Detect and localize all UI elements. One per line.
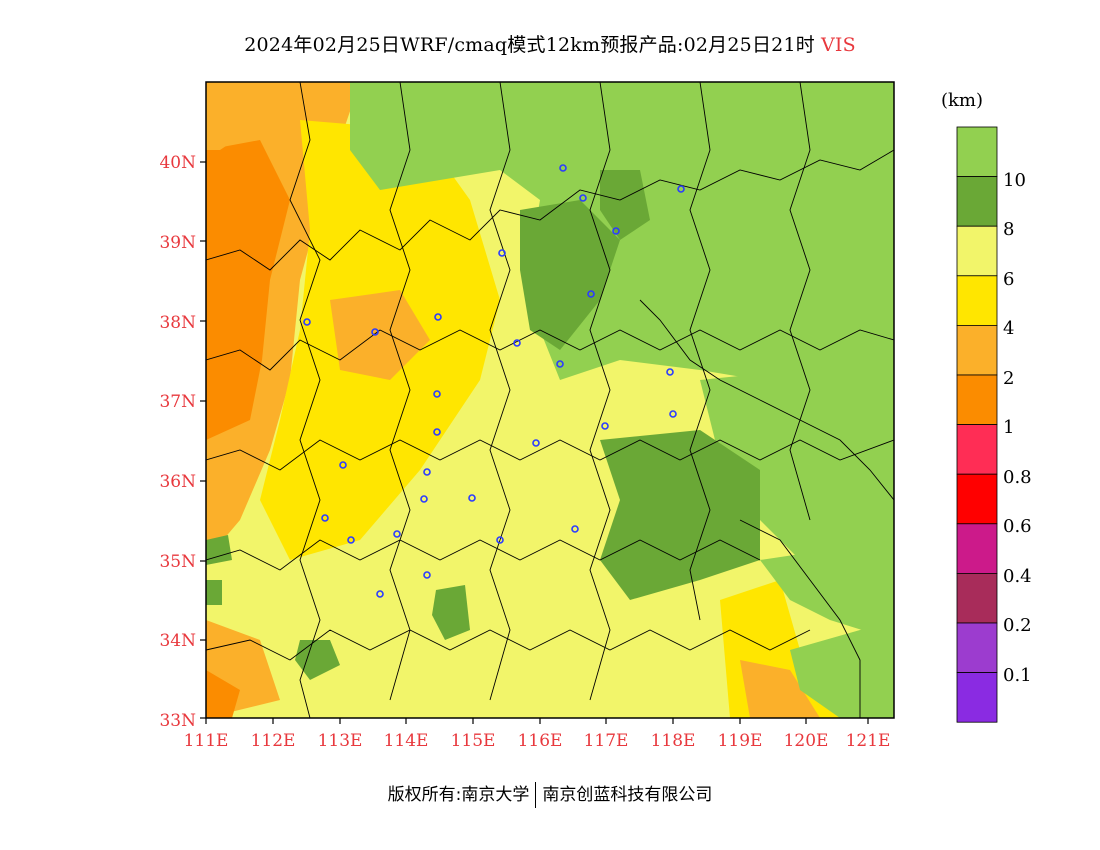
field-west-deep-orange: [206, 140, 290, 440]
lon-label: 113E: [318, 731, 363, 751]
field-nw-orange: [206, 96, 250, 150]
legend-swatch: [956, 225, 998, 277]
legend-unit: (km): [941, 90, 984, 111]
lat-label: 36N: [159, 472, 196, 492]
legend-swatch: [956, 473, 998, 525]
lon-label: 116E: [518, 731, 563, 751]
footer-left: 版权所有:南京大学: [387, 785, 530, 805]
footer-separator: [535, 782, 537, 808]
legend-swatch: [956, 275, 998, 326]
field-se-green: [790, 620, 894, 718]
legend-swatch: [956, 622, 998, 673]
lat-label: 35N: [159, 552, 196, 572]
lat-label: 38N: [159, 313, 196, 333]
legend-label: 0.2: [1003, 615, 1032, 636]
lon-label: 111E: [184, 731, 229, 751]
lon-label: 115E: [451, 731, 496, 751]
lat-label: 37N: [159, 392, 196, 412]
legend-label: 0.4: [1003, 566, 1032, 587]
footer-right: 南京创蓝科技有限公司: [542, 785, 713, 805]
field-north-dark-green: [520, 200, 620, 350]
field-east-dark-green: [600, 430, 760, 600]
lon-label: 121E: [846, 731, 891, 751]
field-coast-green: [760, 540, 894, 640]
patch-green-4: [206, 580, 222, 605]
legend-swatch: [956, 374, 998, 425]
field-east-green: [700, 360, 894, 570]
patch-green-1: [295, 640, 340, 680]
lon-label: 118E: [651, 731, 696, 751]
lat-label: 33N: [159, 711, 196, 731]
field-central-orange: [330, 290, 430, 380]
legend-swatch: [956, 573, 998, 624]
lon-label: 120E: [784, 731, 829, 751]
lon-label: 114E: [384, 731, 429, 751]
legend-swatch: [956, 424, 998, 475]
legend-swatch: [956, 126, 998, 177]
lon-label: 119E: [718, 731, 763, 751]
lat-labels: 40N 39N 38N 37N 36N 35N 34N 33N: [159, 153, 196, 731]
patch-green-3: [206, 535, 232, 565]
title-main: 2024年02月25日WRF/cmaq模式12km预报产品:02月25日21时: [244, 34, 815, 56]
lon-labels: 111E 112E 113E 114E 115E 116E 117E 118E …: [184, 731, 891, 751]
map-field: [206, 82, 894, 718]
lat-label: 34N: [159, 631, 196, 651]
lat-label: 40N: [159, 153, 196, 173]
boundary-lines: [206, 82, 894, 718]
field-north-dark-green-2: [600, 170, 650, 240]
copyright-footer: 版权所有:南京大学 南京创蓝科技有限公司: [0, 780, 1100, 808]
legend-colorbar: [956, 126, 998, 723]
legend-label: 0.6: [1003, 516, 1032, 537]
lon-label: 112E: [251, 731, 296, 751]
city-markers: [303, 164, 685, 598]
legend-labels: 10 8 6 4 2 1 0.8 0.6 0.4 0.2 0.1: [1003, 170, 1032, 686]
legend-label: 8: [1003, 219, 1014, 240]
lat-label: 39N: [159, 233, 196, 253]
legend-label: 4: [1003, 318, 1014, 339]
legend-label: 2: [1003, 368, 1014, 389]
legend-label: 0.8: [1003, 467, 1032, 488]
legend-swatch: [956, 324, 998, 376]
legend-label: 6: [1003, 269, 1014, 290]
legend-swatch: [956, 176, 998, 227]
map-frame: [205, 81, 895, 719]
legend-swatch: [956, 523, 998, 574]
map-title: 2024年02月25日WRF/cmaq模式12km预报产品:02月25日21时 V…: [0, 30, 1100, 57]
lon-label: 117E: [584, 731, 629, 751]
legend-label: 1: [1003, 417, 1014, 438]
title-variable: VIS: [820, 34, 856, 56]
field-se-orange: [740, 660, 820, 718]
legend-swatch: [956, 672, 998, 723]
field-sw-deep-orange: [206, 670, 240, 718]
legend-label: 10: [1003, 170, 1026, 191]
legend-label: 0.1: [1003, 665, 1032, 686]
axis-ticks: [200, 161, 869, 724]
patch-green-2: [432, 585, 470, 640]
